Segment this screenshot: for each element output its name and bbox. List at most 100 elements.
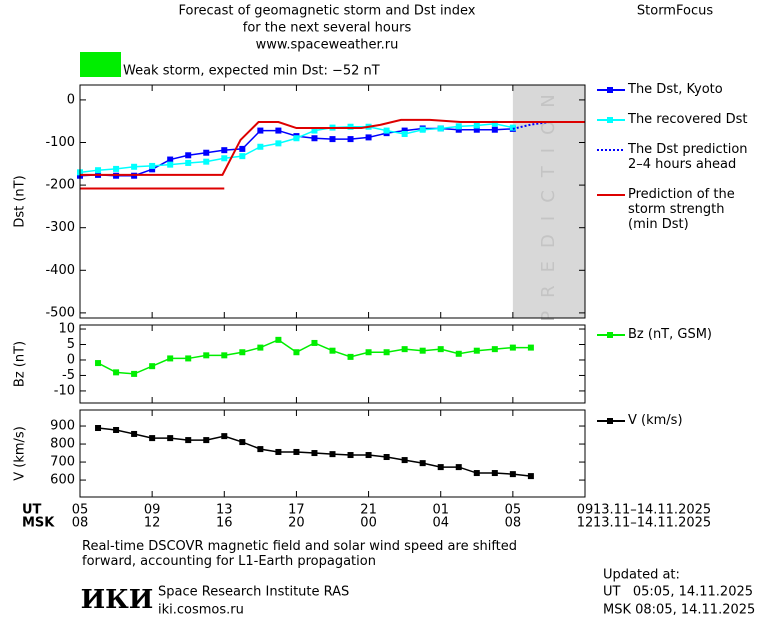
- point: [185, 437, 192, 444]
- title-line: www.spaceweather.ru: [256, 38, 399, 53]
- point: [221, 155, 228, 162]
- point: [347, 353, 354, 360]
- point: [401, 457, 408, 464]
- point: [149, 435, 156, 442]
- point: [455, 126, 462, 133]
- date-range: 13.11–14.11.2025: [593, 516, 711, 531]
- point: [275, 140, 282, 147]
- y-tick-label: -10: [54, 383, 75, 398]
- x-tick-label: 00: [360, 516, 377, 531]
- y-tick-label: 800: [50, 437, 75, 452]
- point: [527, 473, 534, 480]
- point: [203, 352, 210, 359]
- point: [329, 347, 336, 354]
- point: [473, 470, 480, 477]
- y-axis-label: V (km/s): [13, 426, 28, 481]
- y-tick-label: -400: [45, 263, 75, 278]
- storm-indicator: [80, 52, 121, 77]
- x-tick-label: 13: [216, 503, 233, 518]
- point: [185, 355, 192, 362]
- legend-label: The Dst prediction 2–4 hours ahead: [628, 142, 748, 172]
- y-tick-label: 600: [50, 473, 75, 488]
- legend-label: The Dst, Kyoto: [628, 82, 723, 97]
- point: [203, 149, 210, 156]
- x-tick-label: 20: [288, 516, 305, 531]
- y-tick-label: -500: [45, 305, 75, 320]
- point: [239, 349, 246, 356]
- point: [383, 349, 390, 356]
- point: [203, 158, 210, 165]
- point: [473, 347, 480, 354]
- prediction-label: PREDICTION: [538, 81, 559, 321]
- legend-label: The recovered Dst: [628, 112, 748, 127]
- point: [491, 126, 498, 133]
- footer-note: Real-time DSCOVR magnetic field and sola…: [82, 539, 518, 569]
- point: [401, 130, 408, 137]
- point: [293, 448, 300, 455]
- y-tick-label: 5: [67, 337, 75, 352]
- x-tick-label: 09: [577, 503, 594, 518]
- title-line: Forecast of geomagnetic storm and Dst in…: [178, 4, 475, 19]
- point: [311, 450, 318, 457]
- plot-frame: [79, 324, 586, 404]
- point: [185, 159, 192, 166]
- point: [329, 451, 336, 458]
- updated-msk: MSK 08:05, 14.11.2025: [603, 603, 755, 618]
- x-tick-label: 05: [72, 503, 89, 518]
- point: [509, 471, 516, 478]
- point: [509, 344, 516, 351]
- x-tick-label: 01: [432, 503, 449, 518]
- point: [437, 125, 444, 132]
- point: [491, 120, 498, 127]
- site: iki.cosmos.ru: [158, 603, 244, 618]
- point: [221, 433, 228, 440]
- x-tick-label: 04: [432, 516, 449, 531]
- point: [455, 350, 462, 357]
- point: [347, 452, 354, 459]
- legend-marker: [607, 332, 613, 338]
- point: [365, 452, 372, 459]
- x-tick-label: 05: [505, 503, 522, 518]
- y-tick-label: 0: [67, 352, 75, 367]
- point: [275, 336, 282, 343]
- x-tick-label: 17: [288, 503, 305, 518]
- point: [401, 346, 408, 353]
- point: [113, 369, 120, 376]
- point: [167, 156, 174, 163]
- point: [419, 460, 426, 467]
- point: [113, 165, 120, 172]
- y-tick-label: -200: [45, 178, 75, 193]
- point: [167, 435, 174, 442]
- y-tick-label: 900: [50, 419, 75, 434]
- point: [275, 448, 282, 455]
- time-row-name: UT: [22, 503, 42, 518]
- legend-marker: [607, 418, 613, 424]
- point: [131, 370, 138, 377]
- point: [527, 344, 534, 351]
- point: [329, 136, 336, 143]
- point: [383, 454, 390, 461]
- legend-marker: [607, 117, 613, 123]
- point: [131, 430, 138, 437]
- point: [185, 152, 192, 159]
- x-tick-label: 12: [577, 516, 594, 531]
- plot-frame: [79, 409, 586, 498]
- y-tick-label: -5: [62, 368, 75, 383]
- point: [95, 425, 102, 432]
- point: [293, 135, 300, 142]
- storm-status: Weak storm, expected min Dst: −52 nT: [123, 64, 380, 79]
- legend-label: Bz (nT, GSM): [628, 327, 713, 342]
- point: [455, 464, 462, 471]
- point: [95, 167, 102, 174]
- point: [437, 464, 444, 471]
- x-tick-label: 08: [505, 516, 522, 531]
- plot-frame: [79, 84, 586, 319]
- y-tick-label: -300: [45, 220, 75, 235]
- point: [491, 470, 498, 477]
- point: [347, 123, 354, 130]
- point: [257, 127, 264, 134]
- y-tick-label: 700: [50, 455, 75, 470]
- point: [239, 153, 246, 160]
- y-tick-label: 0: [67, 92, 75, 107]
- point: [419, 126, 426, 133]
